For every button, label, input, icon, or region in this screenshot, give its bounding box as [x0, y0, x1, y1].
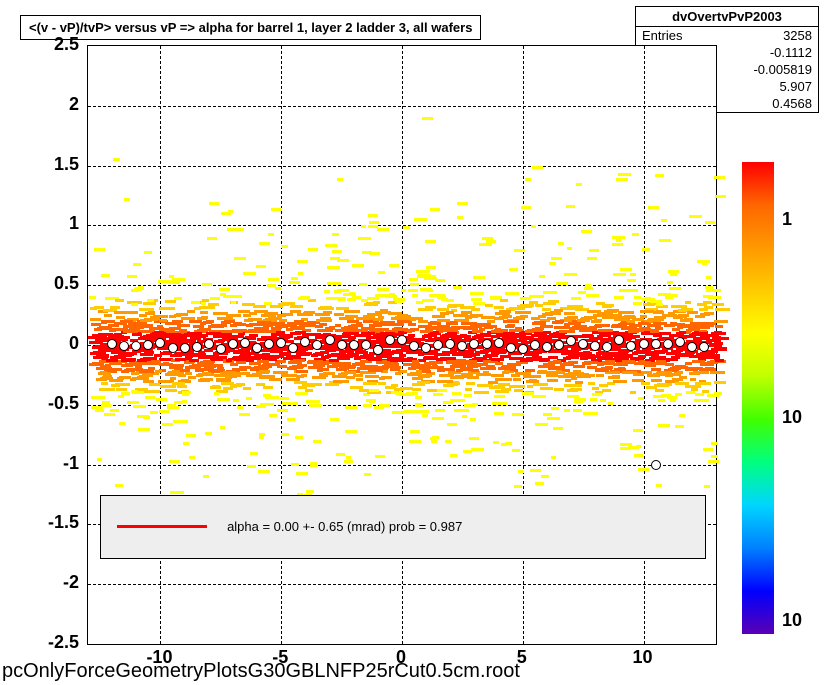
xtick-label: 10 — [618, 647, 668, 668]
profile-marker — [651, 339, 661, 349]
profile-marker — [469, 339, 479, 349]
fit-legend: alpha = 0.00 +- 0.65 (mrad) prob = 0.987 — [100, 495, 706, 559]
profile-marker — [337, 340, 347, 350]
ytick-label: -1.5 — [29, 512, 79, 533]
profile-marker — [143, 340, 153, 350]
profile-marker — [409, 341, 419, 351]
profile-marker — [518, 344, 528, 354]
profile-marker — [204, 339, 214, 349]
stats-label: Entries — [642, 28, 682, 43]
stats-value: 0.4568 — [772, 96, 812, 111]
colorbar-tick-label: 1 — [782, 209, 792, 230]
profile-marker — [349, 340, 359, 350]
ytick-label: 0.5 — [29, 273, 79, 294]
profile-marker — [325, 335, 335, 345]
profile-marker — [566, 336, 576, 346]
profile-marker — [421, 343, 431, 353]
ytick-label: 2.5 — [29, 34, 79, 55]
profile-marker — [433, 340, 443, 350]
ytick-label: 1.5 — [29, 154, 79, 175]
ytick-label: -1 — [29, 453, 79, 474]
profile-marker — [542, 342, 552, 352]
profile-marker — [554, 340, 564, 350]
profile-marker — [482, 339, 492, 349]
stats-value: 5.907 — [779, 79, 812, 94]
ytick-label: 1 — [29, 213, 79, 234]
ytick-label: -2 — [29, 572, 79, 593]
footer-filename: pcOnlyForceGeometryPlotsG30GBLNFP25rCut0… — [2, 660, 520, 683]
stats-value: -0.1112 — [770, 45, 812, 60]
profile-marker — [288, 343, 298, 353]
profile-marker — [131, 341, 141, 351]
profile-marker — [216, 344, 226, 354]
chart-title-box: <(v - vP)/tvP> versus vP => alpha for ba… — [20, 15, 481, 40]
stats-header: dvOvertvPvP2003 — [636, 7, 818, 27]
profile-marker — [107, 339, 117, 349]
chart-title: <(v - vP)/tvP> versus vP => alpha for ba… — [29, 20, 472, 35]
profile-marker — [180, 343, 190, 353]
profile-marker — [228, 339, 238, 349]
profile-marker — [155, 338, 165, 348]
profile-marker — [457, 341, 467, 351]
profile-marker — [240, 338, 250, 348]
profile-marker — [373, 345, 383, 355]
profile-marker — [675, 337, 685, 347]
profile-marker — [361, 340, 371, 350]
colorbar — [742, 162, 774, 634]
fit-legend-line — [117, 525, 207, 528]
ytick-label: -0.5 — [29, 393, 79, 414]
profile-marker — [168, 343, 178, 353]
profile-marker — [506, 343, 516, 353]
profile-marker — [663, 339, 673, 349]
fit-legend-text: alpha = 0.00 +- 0.65 (mrad) prob = 0.987 — [227, 519, 462, 534]
profile-marker — [300, 337, 310, 347]
ytick-label: 0 — [29, 333, 79, 354]
profile-marker — [687, 342, 697, 352]
profile-marker — [614, 335, 624, 345]
profile-marker — [276, 338, 286, 348]
profile-marker — [119, 341, 129, 351]
profile-marker — [590, 341, 600, 351]
profile-marker — [651, 460, 661, 470]
colorbar-tick-label: 10 — [782, 407, 802, 428]
profile-marker — [494, 338, 504, 348]
profile-marker — [252, 343, 262, 353]
profile-marker — [602, 342, 612, 352]
profile-marker — [530, 340, 540, 350]
stats-value: 3258 — [783, 28, 812, 43]
profile-marker — [699, 342, 709, 352]
plot-area: alpha = 0.00 +- 0.65 (mrad) prob = 0.987 — [87, 45, 717, 645]
stats-row: Entries 3258 — [636, 27, 818, 44]
ytick-label: -2.5 — [29, 632, 79, 653]
profile-marker — [397, 335, 407, 345]
profile-marker — [312, 340, 322, 350]
profile-marker — [192, 342, 202, 352]
profile-marker — [264, 339, 274, 349]
colorbar-tick-label: 10 — [782, 610, 802, 631]
profile-marker — [385, 335, 395, 345]
profile-marker — [578, 339, 588, 349]
profile-marker — [445, 339, 455, 349]
profile-marker — [626, 341, 636, 351]
profile-marker — [639, 339, 649, 349]
stats-value: -0.005819 — [753, 62, 812, 77]
ytick-label: 2 — [29, 94, 79, 115]
